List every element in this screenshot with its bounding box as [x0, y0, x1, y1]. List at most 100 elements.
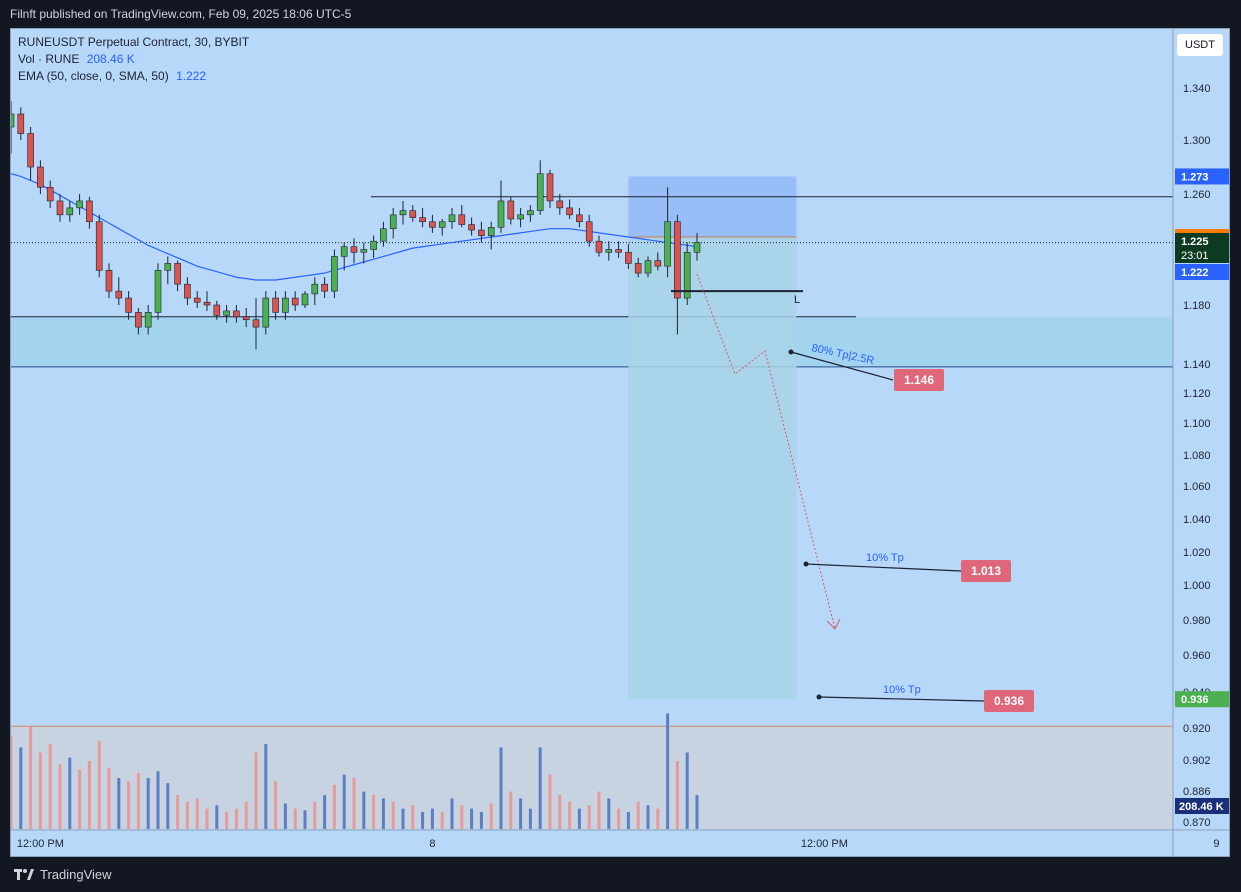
- candle: [223, 305, 230, 323]
- volume-bar: [695, 795, 699, 829]
- currency-button[interactable]: USDT: [1177, 34, 1223, 56]
- candle: [429, 214, 436, 233]
- price-axis: [1173, 29, 1229, 856]
- candle-body: [321, 283, 328, 292]
- volume-bar: [313, 801, 317, 829]
- volume-bar: [460, 805, 464, 829]
- candle-body: [683, 251, 691, 299]
- candle-body: [664, 221, 671, 267]
- y-tick-label: 1.140: [1183, 359, 1211, 371]
- volume-bar: [19, 747, 23, 829]
- volume-bar: [78, 769, 82, 829]
- candle-body: [340, 246, 348, 257]
- tradingview-icon: [14, 868, 34, 880]
- chart-area[interactable]: L 80% Tp|2.5R 1.146 10% Tp 1.013 10% Tp 0.936 1…: [10, 28, 1230, 857]
- candle: [174, 260, 181, 292]
- candle-body: [233, 310, 240, 318]
- candle-body: [644, 260, 652, 274]
- candle: [664, 187, 671, 278]
- candle-body: [76, 200, 83, 209]
- tradingview-brand: TradingView: [40, 867, 112, 882]
- candle-body: [419, 217, 426, 223]
- candle: [37, 160, 44, 194]
- candle-body: [46, 186, 54, 202]
- volume-bar: [225, 812, 229, 829]
- candle: [76, 194, 83, 215]
- candle-body: [380, 228, 387, 242]
- legend-symbol[interactable]: RUNEUSDT Perpetual Contract, 30, BYBIT: [18, 35, 250, 49]
- y-tick-label: 1.040: [1183, 514, 1211, 526]
- volume-bar: [176, 795, 180, 829]
- publish-info: Filnft published on TradingView.com, Feb…: [10, 7, 352, 21]
- candle-body: [115, 290, 123, 299]
- legend-volume-label: Vol · RUNE: [18, 52, 80, 66]
- candle-body: [17, 113, 25, 134]
- volume-bar: [381, 798, 385, 829]
- candle-body: [458, 214, 466, 225]
- volume-bar: [29, 727, 33, 829]
- volume-ma-area: [11, 726, 1173, 829]
- candle: [595, 235, 603, 257]
- target-line: [818, 696, 985, 702]
- current-price-badge: [1175, 233, 1229, 263]
- volume-bar: [372, 795, 376, 829]
- volume-bar: [538, 747, 542, 829]
- candle-body: [585, 221, 593, 242]
- volume-bar: [499, 747, 503, 829]
- candle-body: [37, 166, 44, 188]
- candle: [644, 256, 652, 278]
- volume-bar: [489, 803, 493, 829]
- tradingview-logo[interactable]: TradingView: [14, 867, 112, 882]
- candle: [409, 205, 417, 222]
- price-badge-value: 1.273: [1181, 171, 1209, 183]
- candle-body: [566, 207, 573, 216]
- target-badge: [984, 690, 1034, 712]
- candle: [135, 307, 142, 335]
- volume-bar: [519, 798, 523, 829]
- candle: [438, 218, 446, 236]
- candle-body: [517, 214, 524, 220]
- current-price-value: 1.225: [1181, 236, 1209, 248]
- footer: TradingView: [0, 857, 1241, 892]
- candle: [56, 194, 64, 222]
- chart-legend: RUNEUSDT Perpetual Contract, 30, BYBIT V…: [18, 34, 249, 85]
- candle: [389, 207, 397, 239]
- candle: [556, 194, 564, 215]
- y-tick-label: 1.020: [1183, 547, 1211, 559]
- candle: [576, 207, 583, 228]
- volume-bar: [607, 798, 611, 829]
- x-tick-label: 12:00 PM: [801, 838, 848, 850]
- candle: [517, 207, 524, 228]
- volume-bar: [587, 805, 591, 829]
- volume-bar: [146, 778, 150, 829]
- candle-body: [350, 246, 358, 253]
- target-zone: [628, 237, 797, 700]
- volume-bar: [401, 808, 405, 829]
- volume-bar: [528, 808, 532, 829]
- volume-bar: [254, 752, 258, 829]
- volume-bar: [274, 781, 278, 829]
- candle-body: [291, 297, 299, 306]
- candle-body: [11, 113, 15, 128]
- volume-bar: [548, 774, 552, 829]
- volume-bar: [470, 808, 474, 829]
- candle-body: [184, 283, 191, 299]
- candle-body: [360, 249, 368, 253]
- x-tick-label: 9: [1213, 838, 1219, 850]
- candle-body: [311, 283, 319, 295]
- candle: [468, 217, 475, 236]
- candle: [399, 200, 407, 225]
- target-badge-value: 0.936: [994, 694, 1024, 708]
- volume-bar: [97, 740, 101, 829]
- candle: [311, 277, 319, 305]
- volume-bar: [136, 772, 140, 829]
- volume-bar: [626, 812, 630, 829]
- candle: [291, 291, 299, 311]
- candle: [566, 199, 573, 219]
- candle: [95, 214, 103, 278]
- candle-body: [556, 200, 564, 209]
- price-badge: [1175, 691, 1229, 708]
- volume-bar: [87, 761, 91, 829]
- candle-body: [448, 214, 456, 223]
